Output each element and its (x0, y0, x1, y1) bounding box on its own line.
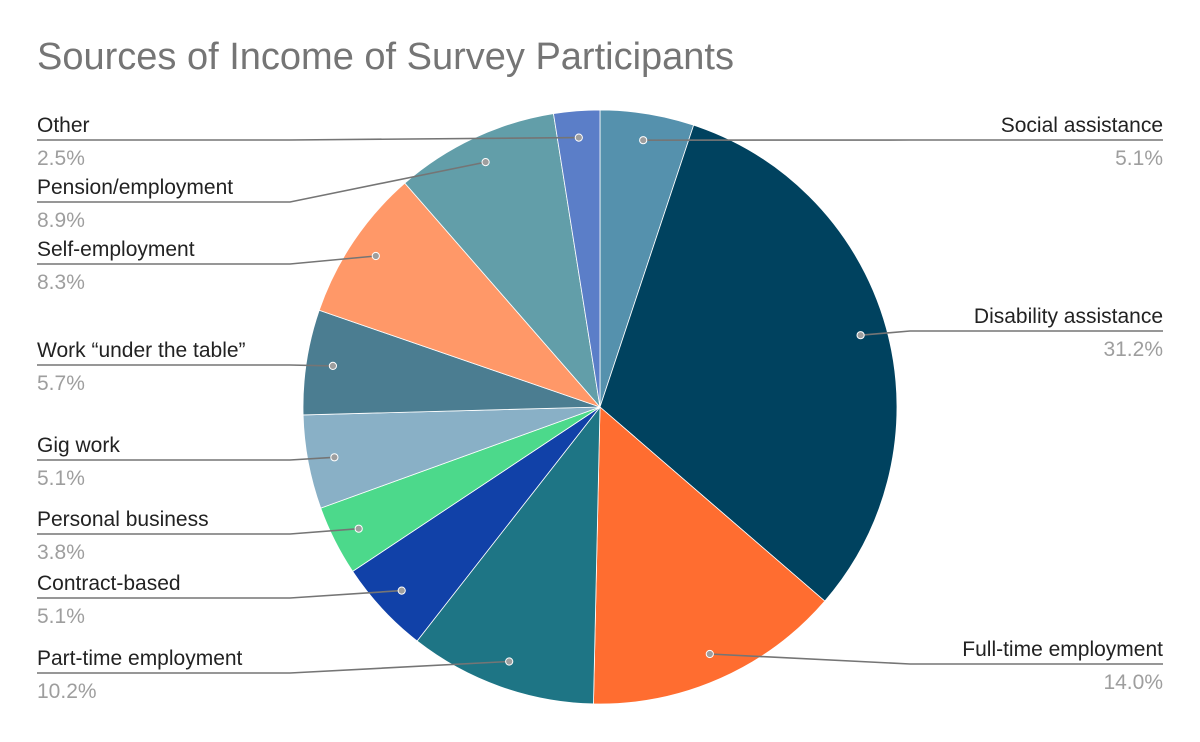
slice-label-full-time-employment: Full-time employment (962, 638, 1163, 661)
leader-lines (37, 133, 1163, 674)
slice-label-part-time-employment: Part-time employment (37, 647, 243, 670)
slice-label-social-assistance: Social assistance (1001, 114, 1163, 137)
leader-line-self-employment (37, 255, 376, 265)
leader-line-contract-based (37, 589, 402, 599)
slice-label-gig-work: Gig work (37, 434, 120, 457)
leader-dot-disability-assistance (856, 331, 865, 340)
slice-label-other: Other (37, 114, 90, 137)
leader-dot-social-assistance (639, 136, 648, 145)
leader-dot-pension-employment (481, 158, 490, 167)
leader-line-full-time-employment (709, 653, 1163, 665)
slice-label-personal-business: Personal business (37, 508, 209, 531)
leader-line-other (37, 136, 579, 141)
slice-value-full-time-employment: 14.0% (1103, 671, 1163, 694)
leader-dot-gig-work (330, 453, 339, 462)
leader-dot-personal-business (354, 524, 363, 533)
slice-value-gig-work: 5.1% (37, 467, 85, 490)
slice-labels: Social assistance 5.1% Disability assistan… (37, 114, 1163, 703)
chart-title: Sources of Income of Survey Participants (37, 36, 734, 78)
slice-value-self-employment: 8.3% (37, 271, 85, 294)
leader-dot-other (574, 133, 583, 142)
leader-line-personal-business (37, 527, 359, 535)
leader-dot-part-time-employment (505, 657, 514, 666)
slice-value-personal-business: 3.8% (37, 541, 85, 564)
slice-value-contract-based: 5.1% (37, 605, 85, 628)
slice-label-self-employment: Self-employment (37, 238, 195, 261)
leader-line-work-under-the-table (37, 364, 333, 367)
leader-line-gig-work (37, 456, 335, 461)
slice-value-other: 2.5% (37, 147, 85, 170)
slice-label-contract-based: Contract-based (37, 572, 181, 595)
slice-value-pension-employment: 8.9% (37, 209, 85, 232)
pie-slice-full-time-employment (593, 406, 826, 705)
slice-label-pension-employment: Pension/employment (37, 176, 233, 199)
pie-slice-self-employment (318, 182, 602, 408)
leader-line-part-time-employment (37, 660, 510, 674)
slice-label-disability-assistance: Disability assistance (974, 305, 1163, 328)
pie-slice-other (553, 109, 601, 408)
slice-label-work-under-the-table: Work “under the table” (37, 339, 246, 362)
pie-slice-disability-assistance (599, 124, 898, 602)
pie-slices (302, 109, 898, 705)
leader-dot-self-employment (371, 251, 380, 261)
leader-line-pension-employment (37, 161, 486, 203)
leader-dot-work-under-the-table (328, 361, 337, 370)
slice-value-part-time-employment: 10.2% (37, 680, 97, 703)
pie-slice-part-time-employment (416, 405, 601, 705)
leader-dot-contract-based (397, 586, 406, 595)
slice-value-disability-assistance: 31.2% (1103, 338, 1163, 361)
slice-value-work-under-the-table: 5.7% (37, 372, 85, 395)
slice-value-social-assistance: 5.1% (1115, 147, 1163, 170)
leader-dot-full-time-employment (705, 649, 714, 659)
leader-line-disability-assistance (860, 330, 1163, 336)
